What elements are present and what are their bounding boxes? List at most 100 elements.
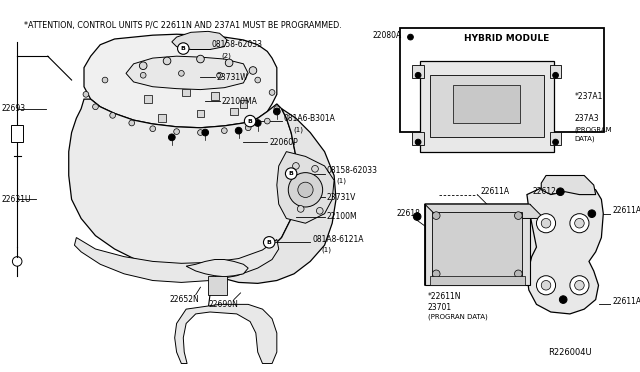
Circle shape	[269, 90, 275, 95]
Bar	[400, 28, 604, 132]
Text: 08158-62033: 08158-62033	[212, 40, 263, 49]
Text: 22631U: 22631U	[2, 195, 31, 204]
Circle shape	[198, 130, 204, 135]
Polygon shape	[225, 109, 336, 283]
Text: 08158-62033: 08158-62033	[326, 166, 378, 175]
Circle shape	[264, 118, 270, 124]
Bar	[159, 115, 166, 122]
Text: 22100M: 22100M	[326, 212, 357, 221]
Circle shape	[150, 126, 156, 132]
Bar	[453, 85, 520, 123]
Text: DATA): DATA)	[575, 136, 595, 142]
Circle shape	[298, 182, 313, 198]
Circle shape	[312, 166, 318, 172]
Circle shape	[433, 212, 440, 219]
Circle shape	[557, 188, 564, 196]
Circle shape	[173, 129, 179, 134]
Circle shape	[288, 173, 323, 207]
Text: 22100MA: 22100MA	[221, 97, 257, 106]
Polygon shape	[186, 260, 248, 277]
Text: 22080A: 22080A	[372, 31, 401, 40]
Text: B: B	[181, 46, 186, 51]
Bar	[12, 125, 23, 142]
Circle shape	[274, 106, 280, 112]
Circle shape	[433, 270, 440, 278]
Circle shape	[415, 73, 421, 78]
Circle shape	[217, 73, 223, 78]
Circle shape	[536, 276, 556, 295]
Text: HYBRID MODULE: HYBRID MODULE	[463, 35, 549, 44]
Circle shape	[298, 206, 304, 212]
Circle shape	[273, 108, 280, 115]
Text: (2): (2)	[221, 53, 231, 60]
Circle shape	[245, 125, 251, 131]
Circle shape	[588, 210, 596, 218]
Bar	[412, 132, 424, 145]
Text: 081A6-B301A: 081A6-B301A	[284, 114, 335, 123]
Bar	[239, 100, 247, 108]
Circle shape	[225, 59, 233, 67]
Circle shape	[255, 77, 260, 83]
Circle shape	[541, 218, 551, 228]
Text: (1): (1)	[293, 126, 303, 133]
Circle shape	[415, 139, 421, 145]
Circle shape	[249, 67, 257, 74]
Bar	[425, 204, 530, 285]
Text: R226004U: R226004U	[548, 347, 592, 357]
Polygon shape	[425, 204, 544, 299]
Circle shape	[129, 120, 134, 126]
Circle shape	[254, 120, 261, 126]
Bar	[429, 276, 525, 285]
Text: 22652N: 22652N	[170, 295, 200, 304]
Bar	[550, 132, 561, 145]
Polygon shape	[541, 176, 596, 195]
Bar	[182, 89, 190, 96]
Circle shape	[536, 214, 556, 233]
Text: 23701: 23701	[428, 303, 452, 312]
Bar	[429, 75, 544, 137]
Circle shape	[515, 270, 522, 278]
Text: *ATTENTION, CONTROL UNITS P/C 22611N AND 237A1 MUST BE PROGRAMMED.: *ATTENTION, CONTROL UNITS P/C 22611N AND…	[24, 21, 342, 30]
Circle shape	[316, 208, 323, 214]
Bar	[144, 95, 152, 103]
Text: (PROGRAM: (PROGRAM	[575, 126, 612, 133]
Bar	[208, 276, 227, 295]
Circle shape	[202, 129, 209, 136]
Bar	[230, 108, 237, 115]
Circle shape	[570, 276, 589, 295]
Circle shape	[179, 71, 184, 76]
Circle shape	[553, 73, 559, 78]
Circle shape	[83, 92, 89, 97]
Text: 22618: 22618	[396, 209, 420, 218]
Circle shape	[140, 62, 147, 70]
Polygon shape	[126, 56, 248, 90]
Circle shape	[553, 139, 559, 145]
Bar	[211, 93, 219, 100]
Text: 22060P: 22060P	[269, 138, 298, 147]
Circle shape	[102, 77, 108, 83]
Text: (PROGRAN DATA): (PROGRAN DATA)	[428, 314, 488, 320]
Circle shape	[292, 163, 300, 169]
Text: 23731V: 23731V	[326, 193, 356, 202]
Text: 081A8-6121A: 081A8-6121A	[312, 235, 364, 244]
Polygon shape	[68, 99, 296, 268]
Circle shape	[408, 34, 413, 40]
Bar	[196, 110, 204, 117]
Polygon shape	[175, 304, 277, 363]
Text: 237A3: 237A3	[575, 114, 599, 123]
Circle shape	[163, 57, 171, 65]
Circle shape	[196, 55, 204, 63]
Text: 22611A: 22611A	[613, 206, 640, 215]
Circle shape	[541, 280, 551, 290]
Circle shape	[285, 168, 297, 179]
Circle shape	[93, 104, 99, 110]
Circle shape	[177, 43, 189, 54]
Text: B: B	[289, 171, 294, 176]
Polygon shape	[277, 152, 334, 223]
Circle shape	[221, 128, 227, 134]
Text: 22693: 22693	[2, 104, 26, 113]
Text: 22612: 22612	[532, 187, 557, 196]
Text: *237A1: *237A1	[575, 92, 603, 101]
Bar	[412, 65, 424, 78]
Polygon shape	[420, 61, 554, 152]
